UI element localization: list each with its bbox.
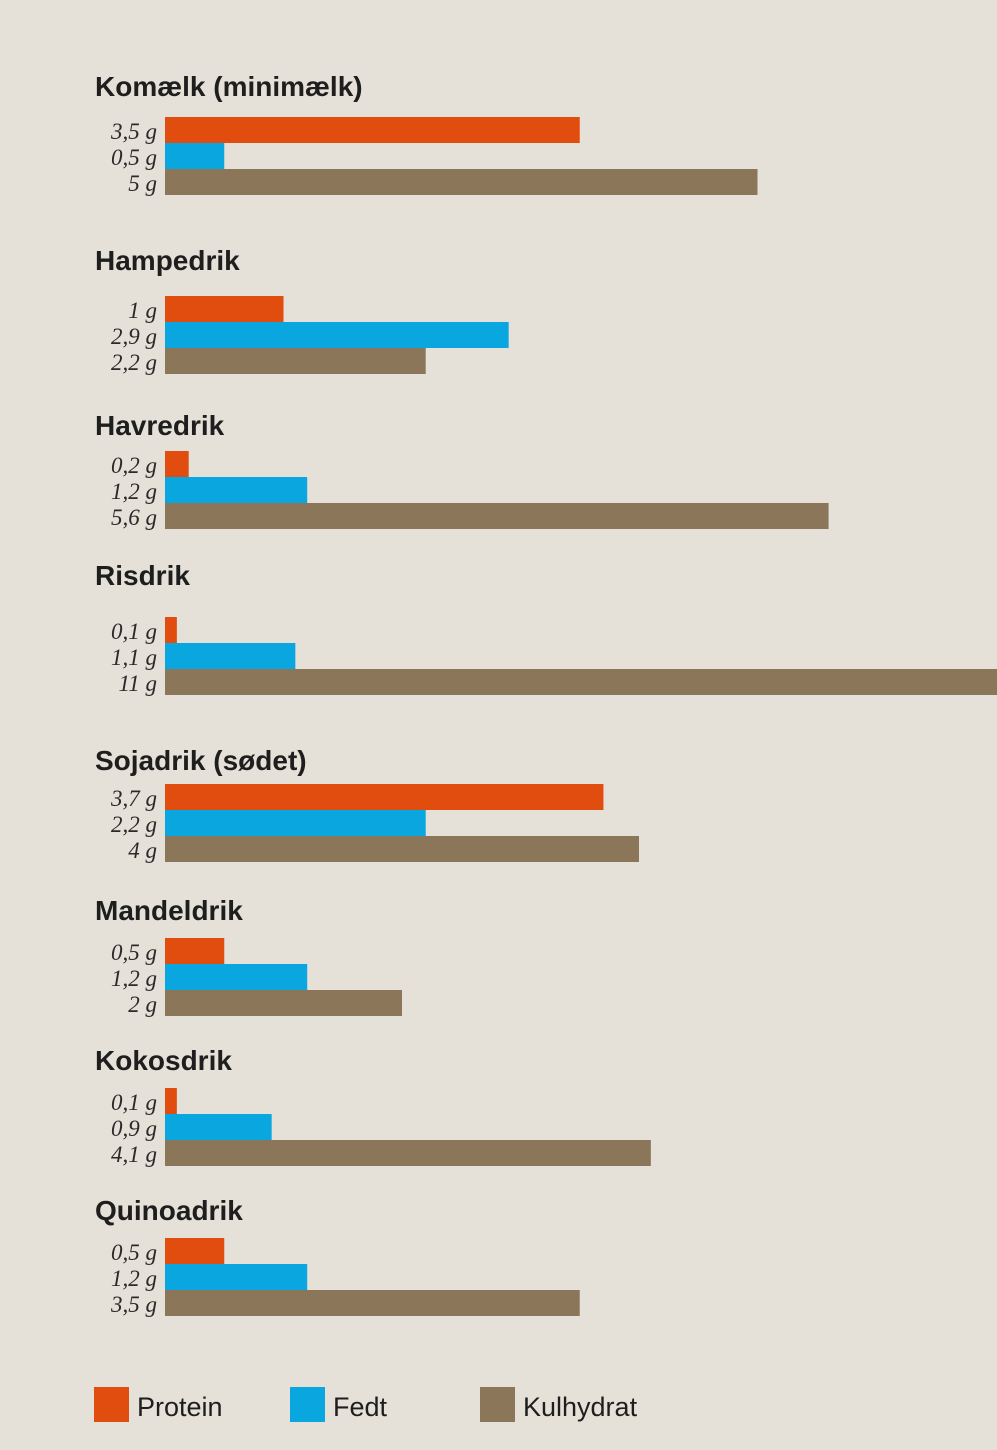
legend-label: Kulhydrat bbox=[523, 1392, 638, 1422]
value-label: 2,2 g bbox=[111, 350, 157, 375]
bar-kulhydrat bbox=[165, 348, 426, 374]
legend-label: Fedt bbox=[333, 1392, 388, 1422]
value-label: 2,9 g bbox=[111, 324, 157, 349]
value-label: 2 g bbox=[128, 992, 157, 1017]
group-title: Risdrik bbox=[95, 560, 190, 591]
value-label: 2,2 g bbox=[111, 812, 157, 837]
value-label: 1,1 g bbox=[111, 645, 157, 670]
group-title: Kokosdrik bbox=[95, 1045, 232, 1076]
bar-protein bbox=[165, 296, 284, 322]
bar-fedt bbox=[165, 322, 509, 348]
value-label: 1,2 g bbox=[111, 1266, 157, 1291]
bar-kulhydrat bbox=[165, 503, 829, 529]
value-label: 0,5 g bbox=[111, 145, 157, 170]
value-label: 1 g bbox=[128, 298, 157, 323]
legend-swatch-protein bbox=[94, 1387, 129, 1422]
bar-kulhydrat bbox=[165, 1290, 580, 1316]
legend-swatch-fedt bbox=[290, 1387, 325, 1422]
bar-protein bbox=[165, 1088, 177, 1114]
bar-fedt bbox=[165, 964, 308, 990]
value-label: 11 g bbox=[118, 671, 157, 696]
group-title: Hampedrik bbox=[95, 245, 240, 276]
value-label: 4 g bbox=[128, 838, 157, 863]
bar-kulhydrat bbox=[165, 836, 639, 862]
bar-kulhydrat bbox=[165, 1140, 651, 1166]
bar-kulhydrat bbox=[165, 669, 997, 695]
bar-protein bbox=[165, 117, 580, 143]
bar-protein bbox=[165, 617, 177, 643]
bar-fedt bbox=[165, 643, 296, 669]
group-title: Quinoadrik bbox=[95, 1195, 243, 1226]
group-title: Havredrik bbox=[95, 410, 225, 441]
bar-protein bbox=[165, 938, 225, 964]
value-label: 5,6 g bbox=[111, 505, 157, 530]
bar-kulhydrat bbox=[165, 169, 758, 195]
group-title: Mandeldrik bbox=[95, 895, 243, 926]
bar-fedt bbox=[165, 477, 308, 503]
legend-label: Protein bbox=[137, 1392, 223, 1422]
bar-fedt bbox=[165, 810, 426, 836]
group-title: Sojadrik (sødet) bbox=[95, 745, 307, 776]
value-label: 1,2 g bbox=[111, 479, 157, 504]
bar-kulhydrat bbox=[165, 990, 402, 1016]
value-label: 0,5 g bbox=[111, 940, 157, 965]
value-label: 3,5 g bbox=[110, 1292, 157, 1317]
bar-fedt bbox=[165, 143, 225, 169]
value-label: 0,9 g bbox=[111, 1116, 157, 1141]
bar-protein bbox=[165, 1238, 225, 1264]
value-label: 5 g bbox=[128, 171, 157, 196]
value-label: 0,2 g bbox=[111, 453, 157, 478]
value-label: 0,1 g bbox=[111, 619, 157, 644]
value-label: 0,5 g bbox=[111, 1240, 157, 1265]
group-title: Komælk (minimælk) bbox=[95, 71, 363, 102]
value-label: 1,2 g bbox=[111, 966, 157, 991]
value-label: 3,5 g bbox=[110, 119, 157, 144]
value-label: 3,7 g bbox=[110, 786, 157, 811]
legend-swatch-kulhydrat bbox=[480, 1387, 515, 1422]
bar-protein bbox=[165, 784, 604, 810]
value-label: 4,1 g bbox=[111, 1142, 157, 1167]
bar-fedt bbox=[165, 1114, 272, 1140]
bar-protein bbox=[165, 451, 189, 477]
value-label: 0,1 g bbox=[111, 1090, 157, 1115]
bar-fedt bbox=[165, 1264, 308, 1290]
